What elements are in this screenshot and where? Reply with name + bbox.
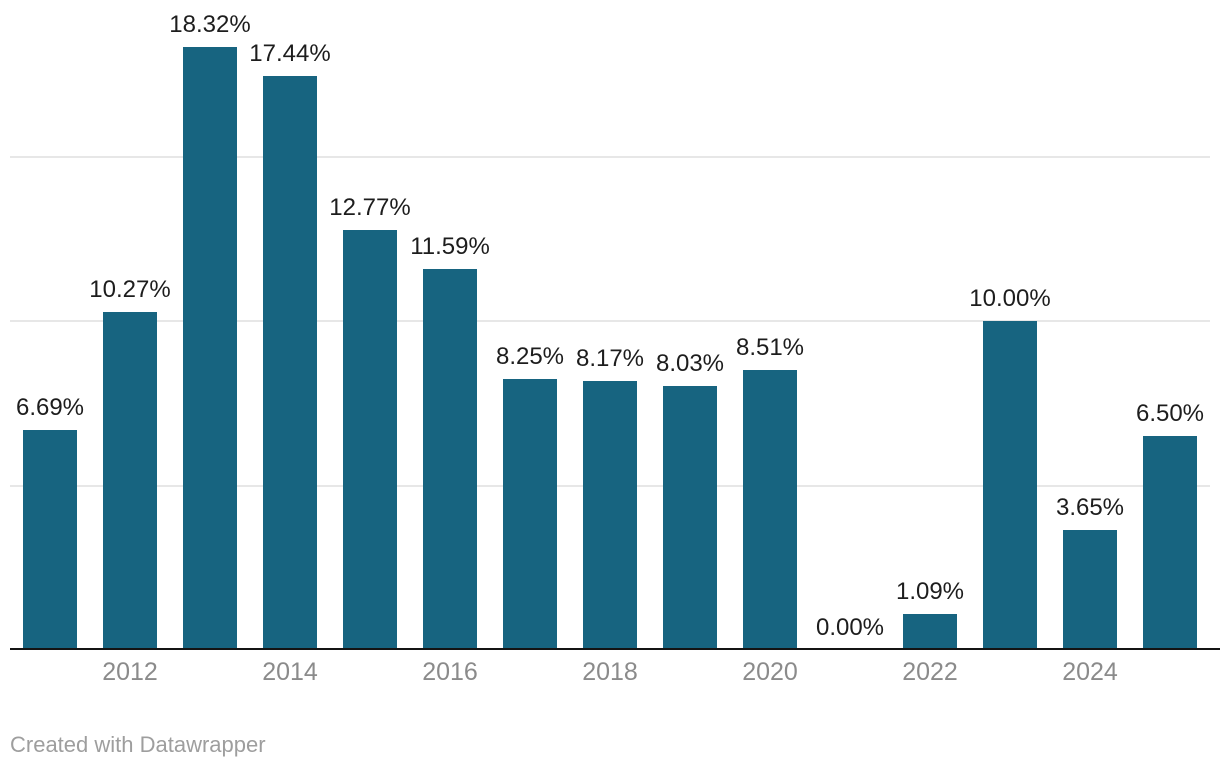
- bar-value-label-2015: 12.77%: [329, 193, 411, 221]
- bar-value-label-2024: 3.65%: [1055, 493, 1125, 521]
- bar-2012: [103, 312, 157, 650]
- bar-value-label-2025: 6.50%: [1135, 400, 1205, 428]
- x-tick-label-2012: 2012: [102, 658, 158, 686]
- bar-value-label-2018: 8.17%: [575, 345, 645, 373]
- bar-value-label-2020: 8.51%: [735, 334, 805, 362]
- bar-value-label-2012: 10.27%: [89, 276, 171, 304]
- gridline-15-percent: [10, 155, 1210, 158]
- bar-value-label-2014: 17.44%: [249, 40, 331, 68]
- bar-2016: [423, 268, 477, 650]
- x-tick-label-2018: 2018: [582, 658, 638, 686]
- x-tick-label-2022: 2022: [902, 658, 958, 686]
- bar-2017: [503, 378, 557, 650]
- bar-2018: [583, 381, 637, 650]
- bar-2013: [183, 47, 237, 650]
- bar-2014: [263, 76, 317, 650]
- bar-value-label-2019: 8.03%: [655, 349, 725, 377]
- bar-2020: [743, 370, 797, 650]
- x-axis-line: [10, 648, 1220, 650]
- bar-2019: [663, 385, 717, 650]
- x-tick-label-2020: 2020: [742, 658, 798, 686]
- gridline-10-percent: [10, 320, 1210, 322]
- bar-value-label-2017: 8.25%: [495, 342, 565, 370]
- bar-value-label-2022: 1.09%: [895, 578, 965, 606]
- bar-2025: [1143, 436, 1197, 650]
- bar-2022: [903, 614, 957, 650]
- x-tick-label-2024: 2024: [1062, 658, 1118, 686]
- bar-2023: [983, 321, 1037, 650]
- bar-chart-plot-area: 6.69% 10.27% 18.32% 17.44% 12.77% 11.59% 8.25%…: [10, 0, 1220, 650]
- x-tick-label-2014: 2014: [262, 658, 318, 686]
- bar-2024: [1063, 529, 1117, 650]
- bar-value-label-2013: 18.32%: [169, 11, 251, 39]
- x-tick-label-2016: 2016: [422, 658, 478, 686]
- datawrapper-credit-link[interactable]: Created with Datawrapper: [10, 732, 266, 757]
- x-axis-tick-labels: 2012 2014 2016 2018 2020 2022 2024: [10, 657, 1210, 691]
- bar-value-label-2011: 6.69%: [15, 393, 85, 421]
- bar-value-label-2021: 0.00%: [815, 614, 885, 641]
- bar-2015: [343, 229, 397, 650]
- bar-2011: [23, 429, 77, 650]
- bar-value-label-2023: 10.00%: [969, 285, 1051, 312]
- bar-value-label-2016: 11.59%: [410, 232, 490, 260]
